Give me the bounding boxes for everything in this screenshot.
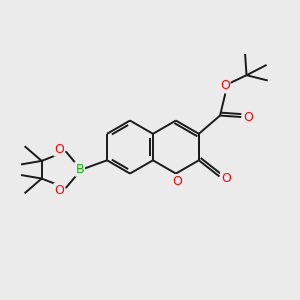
Text: O: O <box>172 175 182 188</box>
Text: B: B <box>75 163 84 176</box>
Text: O: O <box>243 111 253 124</box>
Text: O: O <box>54 184 64 197</box>
Text: O: O <box>220 79 230 92</box>
Text: O: O <box>221 172 231 185</box>
Text: O: O <box>54 142 64 156</box>
